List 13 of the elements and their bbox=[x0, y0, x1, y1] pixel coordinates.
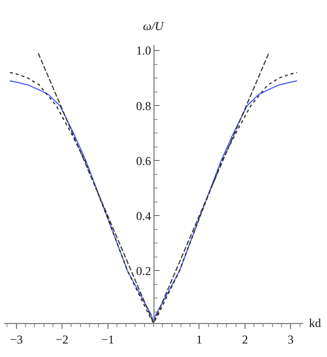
y-tick-label: 0.4 bbox=[136, 208, 152, 223]
x-tick-label: −1 bbox=[101, 332, 114, 346]
x-tick-label: 1 bbox=[196, 332, 202, 346]
x-tick-label: −2 bbox=[56, 332, 68, 346]
y-tick-label: 0.8 bbox=[136, 98, 152, 113]
x-tick-label: −3 bbox=[10, 332, 23, 346]
x-axis-title: kd bbox=[309, 316, 321, 330]
x-tick-label: 3 bbox=[288, 332, 294, 346]
y-axis-title: ω/U bbox=[143, 19, 165, 33]
x-tick-label: 2 bbox=[242, 332, 248, 346]
y-tick-label: 0.2 bbox=[136, 264, 152, 278]
y-tick-label: 1.0 bbox=[136, 44, 152, 58]
y-tick-label: 0.6 bbox=[136, 154, 152, 168]
